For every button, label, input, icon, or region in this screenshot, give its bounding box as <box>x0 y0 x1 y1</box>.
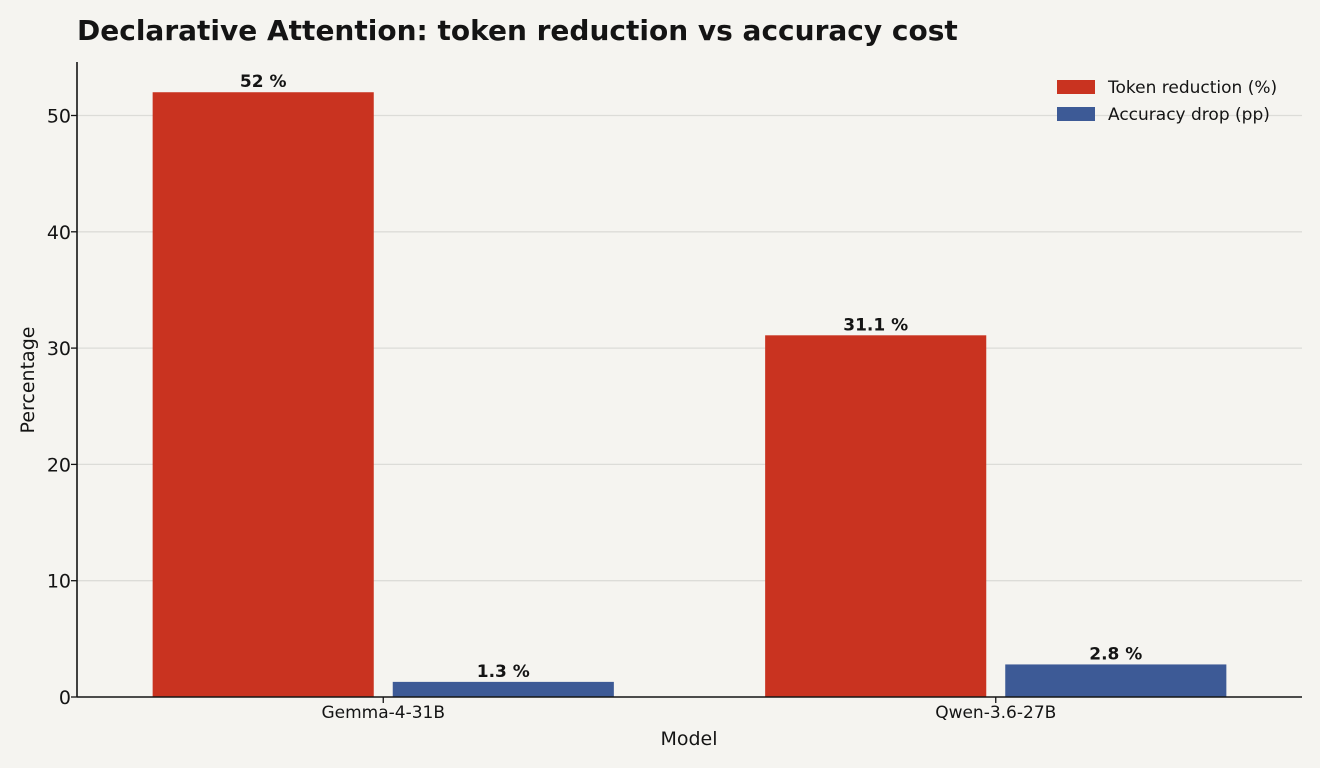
bar-accuracy-drop <box>1005 664 1227 697</box>
legend: Token reduction (%) Accuracy drop (pp) <box>1057 78 1277 125</box>
x-tick-label: Qwen-3.6-27B <box>935 703 1056 723</box>
bar-value-label: 52 % <box>240 72 287 92</box>
bar-value-label: 2.8 % <box>1089 644 1142 664</box>
bar-value-label: 1.3 % <box>477 662 530 682</box>
y-tick-label: 20 <box>47 454 71 476</box>
y-tick-label: 50 <box>47 105 71 127</box>
y-tick-label: 30 <box>47 338 71 360</box>
data-labels: 52 % 1.3 % 31.1 % 2.8 % <box>240 72 1142 682</box>
legend-swatch <box>1057 107 1095 121</box>
chart-title: Declarative Attention: token reduction v… <box>77 14 958 47</box>
bar-accuracy-drop <box>392 681 614 697</box>
bar-token-reduction <box>765 335 987 697</box>
y-tick-label: 0 <box>59 687 71 709</box>
x-axis-label: Model <box>660 728 717 750</box>
y-axis-label: Percentage <box>17 327 39 434</box>
legend-label: Accuracy drop (pp) <box>1108 105 1270 125</box>
y-ticks: 0 10 20 30 40 50 <box>47 105 77 709</box>
y-tick-label: 10 <box>47 571 71 593</box>
bar-token-reduction <box>152 92 374 697</box>
bars <box>152 92 1227 697</box>
legend-label: Token reduction (%) <box>1107 78 1277 98</box>
x-tick-label: Gemma-4-31B <box>321 703 445 723</box>
legend-swatch <box>1057 80 1095 94</box>
y-tick-label: 40 <box>47 222 71 244</box>
x-ticks: Gemma-4-31B Qwen-3.6-27B <box>321 697 1056 723</box>
bar-value-label: 31.1 % <box>843 315 908 335</box>
